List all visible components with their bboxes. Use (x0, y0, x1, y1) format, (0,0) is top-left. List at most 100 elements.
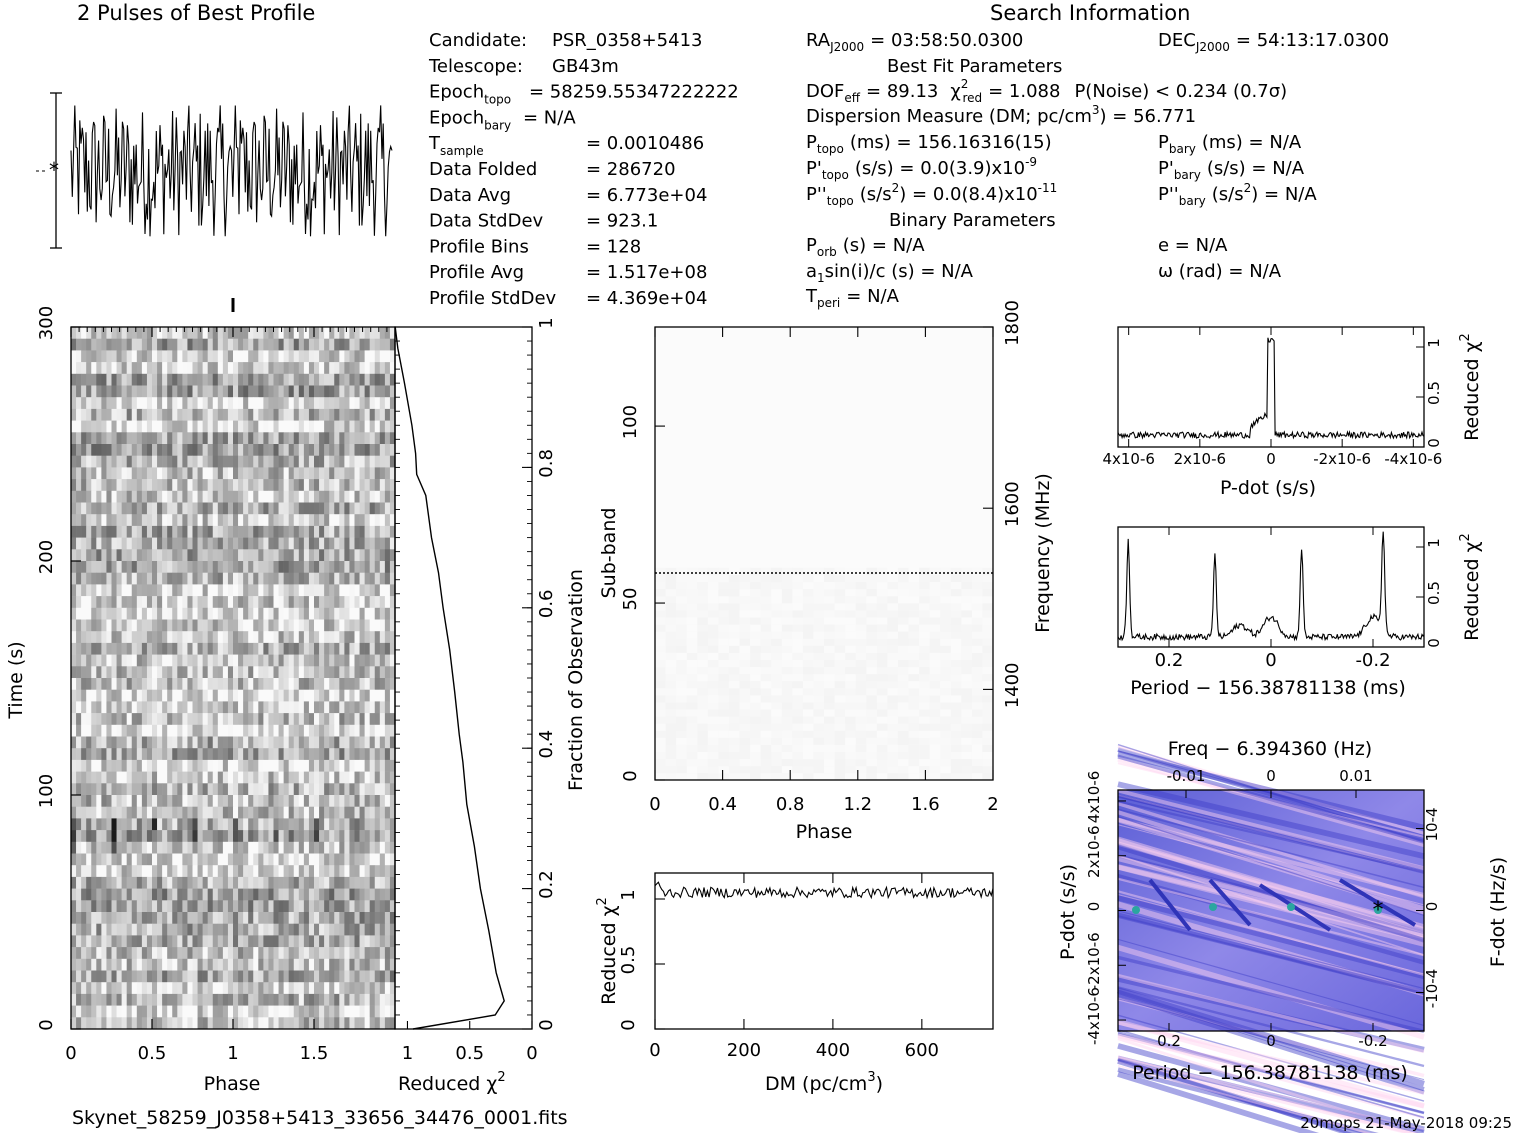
heatmap-cell (253, 538, 258, 550)
heatmap-cell (167, 889, 172, 901)
heatmap-cell (198, 1006, 203, 1018)
heatmap-cell (961, 667, 972, 674)
heatmap-cell (708, 702, 719, 709)
heatmap-cell (112, 924, 117, 936)
heatmap-cell (203, 994, 208, 1006)
heatmap-cell (86, 467, 91, 479)
heatmap-cell (314, 362, 319, 374)
heatmap-cell (81, 584, 86, 596)
heatmap-cell (845, 766, 856, 773)
heatmap-cell (972, 695, 983, 702)
info-row-value: PSR_0358+5413 (552, 30, 703, 51)
heatmap-cell (360, 760, 365, 772)
heatmap-cell (334, 526, 339, 538)
heatmap-cell (117, 701, 122, 713)
heatmap-cell (718, 766, 729, 773)
heatmap-cell (228, 760, 233, 772)
heatmap-cell (193, 374, 198, 386)
heatmap-cell (344, 830, 349, 842)
heatmap-cell (380, 573, 385, 585)
heatmap-cell (162, 362, 167, 374)
heatmap-cell (961, 681, 972, 688)
heatmap-cell (324, 924, 329, 936)
heatmap-cell (304, 912, 309, 924)
heatmap-cell (263, 573, 268, 585)
heatmap-cell (71, 854, 76, 866)
heatmap-cell (761, 723, 772, 730)
heatmap-cell (91, 889, 96, 901)
heatmap-cell (233, 889, 238, 901)
heatmap-cell (856, 596, 867, 603)
heatmap-cell (887, 653, 898, 660)
heatmap-cell (294, 350, 299, 362)
heatmap-cell (334, 362, 339, 374)
heatmap-cell (385, 783, 390, 795)
heatmap-cell (961, 631, 972, 638)
heatmap-cell (329, 620, 334, 632)
heatmap-cell (304, 877, 309, 889)
heatmap-cell (203, 737, 208, 749)
heatmap-cell (355, 350, 360, 362)
heatmap-cell (263, 830, 268, 842)
heatmap-cell (324, 526, 329, 538)
heatmap-cell (314, 807, 319, 819)
heatmap-cell (76, 737, 81, 749)
heatmap-cell (279, 350, 284, 362)
heatmap-cell (213, 608, 218, 620)
heatmap-cell (137, 409, 142, 421)
heatmap-cell (898, 610, 909, 617)
heatmap-cell (193, 643, 198, 655)
heatmap-cell (856, 709, 867, 716)
heatmap-cell (314, 748, 319, 760)
heatmap-cell (233, 690, 238, 702)
heatmap-cell (877, 716, 888, 723)
heatmap-cell (122, 467, 127, 479)
heatmap-cell (238, 854, 243, 866)
heatmap-cell (228, 620, 233, 632)
heatmap-cell (856, 667, 867, 674)
heatmap-cell (248, 350, 253, 362)
heatmap-cell (86, 994, 91, 1006)
heatmap-cell (258, 467, 263, 479)
heatmap-cell (248, 479, 253, 491)
heatmap-cell (177, 795, 182, 807)
heatmap-cell (304, 994, 309, 1006)
heatmap-cell (355, 982, 360, 994)
heatmap-cell (122, 842, 127, 854)
heatmap-cell (370, 1017, 375, 1029)
heatmap-cell (324, 409, 329, 421)
heatmap-cell (304, 561, 309, 573)
heatmap-cell (360, 959, 365, 971)
heatmap-cell (147, 503, 152, 515)
heatmap-cell (655, 759, 666, 766)
heatmap-cell (284, 772, 289, 784)
heatmap-cell (385, 573, 390, 585)
heatmap-cell (106, 713, 111, 725)
heatmap-cell (982, 674, 993, 681)
heatmap-cell (877, 681, 888, 688)
heatmap-cell (930, 716, 941, 723)
heatmap-cell (349, 971, 354, 983)
heatmap-cell (198, 479, 203, 491)
heatmap-cell (866, 589, 877, 596)
heatmap-cell (380, 889, 385, 901)
heatmap-cell (349, 327, 354, 339)
heatmap-cell (137, 503, 142, 515)
heatmap-cell (213, 491, 218, 503)
heatmap-cell (294, 1017, 299, 1029)
heatmap-cell (71, 409, 76, 421)
heatmap-cell (792, 596, 803, 603)
heatmap-cell (360, 783, 365, 795)
heatmap-cell (268, 327, 273, 339)
heatmap-cell (279, 783, 284, 795)
heatmap-cell (380, 994, 385, 1006)
heatmap-cell (218, 339, 223, 351)
heatmap-cell (274, 573, 279, 585)
heatmap-cell (228, 643, 233, 655)
heatmap-cell (279, 655, 284, 667)
heatmap-cell (233, 526, 238, 538)
heatmap-cell (919, 731, 930, 738)
heatmap-cell (167, 842, 172, 854)
